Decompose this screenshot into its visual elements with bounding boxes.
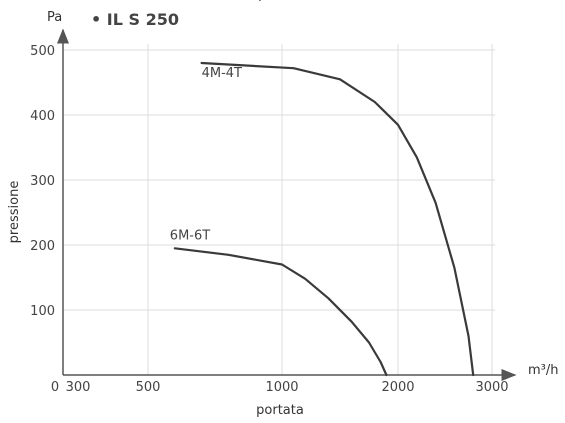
x-axis-title: portata <box>256 403 304 418</box>
x-unit-label: m³/h <box>528 363 559 378</box>
x-tick-label: 1000 <box>265 380 298 395</box>
x-tick-label: 500 <box>136 380 161 395</box>
y-tick-label: 100 <box>30 304 55 319</box>
y-unit-label: Pa <box>47 10 62 25</box>
series-label: 6M-6T <box>170 228 210 243</box>
x-tick-label: 2000 <box>381 380 414 395</box>
y-tick-label: 200 <box>30 239 55 254</box>
chart-title: • IL S 250 <box>91 10 179 29</box>
grid <box>63 44 495 375</box>
y-tick-label: 400 <box>30 109 55 124</box>
y-axis-title: pressione <box>7 181 22 244</box>
x-tick-label: 0 <box>51 380 59 395</box>
x-tick-label: 300 <box>66 380 91 395</box>
y-tick-label: 300 <box>30 174 55 189</box>
y-tick-label: 500 <box>30 44 55 59</box>
series-label: 4M-4T <box>202 66 242 81</box>
cropped-header-text: portata <box>258 0 306 2</box>
x-tick-label: 3000 <box>475 380 508 395</box>
series-line <box>173 247 388 377</box>
series-curves: 4M-4T 6M-6T <box>170 61 475 377</box>
tick-labels: 100 200 300 400 500 0 300 500 1000 2000 3000 <box>30 44 508 395</box>
series-line <box>200 61 475 377</box>
